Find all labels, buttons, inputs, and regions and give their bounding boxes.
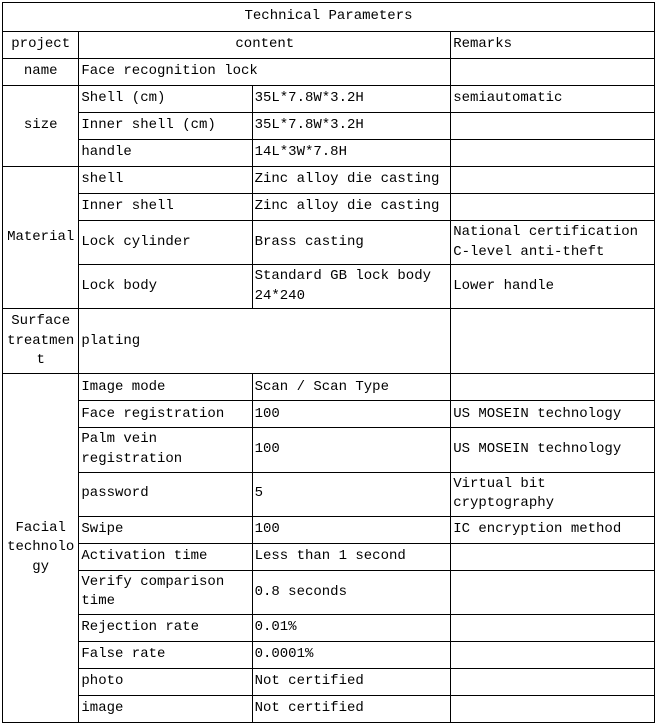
cell: 35L*7.8W*3.2H — [252, 113, 451, 140]
cell: password — [79, 472, 252, 516]
cell: image — [79, 695, 252, 722]
table-row: Surface treatment plating — [3, 309, 655, 374]
cell: Activation time — [79, 543, 252, 570]
cell: shell — [79, 167, 252, 194]
cell: Shell (cm) — [79, 86, 252, 113]
table-header-row: project content Remarks — [3, 32, 655, 59]
section-label-facial: Facial technology — [3, 374, 79, 723]
cell — [451, 140, 655, 167]
table-row: Inner shell Zinc alloy die casting — [3, 194, 655, 221]
cell: photo — [79, 668, 252, 695]
cell: Image mode — [79, 374, 252, 401]
cell: Scan / Scan Type — [252, 374, 451, 401]
section-label-material: Material — [3, 167, 79, 309]
cell: National certification C-level anti-thef… — [451, 221, 655, 265]
cell: Face recognition lock — [79, 59, 451, 86]
cell — [451, 695, 655, 722]
cell: plating — [79, 309, 451, 374]
cell: Swipe — [79, 516, 252, 543]
cell: Inner shell — [79, 194, 252, 221]
cell: IC encryption method — [451, 516, 655, 543]
cell: Standard GB lock body 24*240 — [252, 265, 451, 309]
table-row: Face registration 100 US MOSEIN technolo… — [3, 401, 655, 428]
table-title: Technical Parameters — [3, 3, 655, 32]
cell: Less than 1 second — [252, 543, 451, 570]
cell: 0.8 seconds — [252, 570, 451, 614]
cell: 5 — [252, 472, 451, 516]
cell: 0.01% — [252, 614, 451, 641]
cell — [451, 194, 655, 221]
cell: Verify comparison time — [79, 570, 252, 614]
cell: Face registration — [79, 401, 252, 428]
table-row: name Face recognition lock — [3, 59, 655, 86]
cell — [451, 641, 655, 668]
cell: Palm vein registration — [79, 428, 252, 472]
cell: 100 — [252, 401, 451, 428]
cell: Rejection rate — [79, 614, 252, 641]
header-remarks: Remarks — [451, 32, 655, 59]
table-row: Rejection rate 0.01% — [3, 614, 655, 641]
cell — [451, 374, 655, 401]
table-row: Material shell Zinc alloy die casting — [3, 167, 655, 194]
table-row: size Shell (cm) 35L*7.8W*3.2H semiautoma… — [3, 86, 655, 113]
cell: 100 — [252, 516, 451, 543]
cell — [451, 570, 655, 614]
section-label-surface: Surface treatment — [3, 309, 79, 374]
cell: Virtual bit cryptography — [451, 472, 655, 516]
cell: semiautomatic — [451, 86, 655, 113]
technical-parameters-table: Technical Parameters project content Rem… — [2, 2, 655, 723]
cell: False rate — [79, 641, 252, 668]
cell: Inner shell (cm) — [79, 113, 252, 140]
table-row: Verify comparison time 0.8 seconds — [3, 570, 655, 614]
section-label-size: size — [3, 86, 79, 167]
cell: 100 — [252, 428, 451, 472]
cell: 0.0001% — [252, 641, 451, 668]
cell: 35L*7.8W*3.2H — [252, 86, 451, 113]
table-title-row: Technical Parameters — [3, 3, 655, 32]
table-row: image Not certified — [3, 695, 655, 722]
cell: handle — [79, 140, 252, 167]
cell: Lock cylinder — [79, 221, 252, 265]
cell — [451, 167, 655, 194]
table-row: Inner shell (cm) 35L*7.8W*3.2H — [3, 113, 655, 140]
table-row: Lock body Standard GB lock body 24*240 L… — [3, 265, 655, 309]
table-row: Facial technology Image mode Scan / Scan… — [3, 374, 655, 401]
cell — [451, 113, 655, 140]
cell: Not certified — [252, 695, 451, 722]
section-label-name: name — [3, 59, 79, 86]
cell: Not certified — [252, 668, 451, 695]
table-row: Activation time Less than 1 second — [3, 543, 655, 570]
cell — [451, 543, 655, 570]
cell: Lower handle — [451, 265, 655, 309]
cell: Lock body — [79, 265, 252, 309]
cell — [451, 614, 655, 641]
table-row: Lock cylinder Brass casting National cer… — [3, 221, 655, 265]
table-row: Swipe 100 IC encryption method — [3, 516, 655, 543]
cell: Zinc alloy die casting — [252, 167, 451, 194]
cell: 14L*3W*7.8H — [252, 140, 451, 167]
table-row: photo Not certified — [3, 668, 655, 695]
header-project: project — [3, 32, 79, 59]
cell: Zinc alloy die casting — [252, 194, 451, 221]
table-row: handle 14L*3W*7.8H — [3, 140, 655, 167]
table-row: False rate 0.0001% — [3, 641, 655, 668]
cell — [451, 668, 655, 695]
cell: US MOSEIN technology — [451, 401, 655, 428]
cell: Brass casting — [252, 221, 451, 265]
cell: US MOSEIN technology — [451, 428, 655, 472]
table-row: Palm vein registration 100 US MOSEIN tec… — [3, 428, 655, 472]
cell — [451, 59, 655, 86]
header-content: content — [79, 32, 451, 59]
table-row: password 5 Virtual bit cryptography — [3, 472, 655, 516]
cell — [451, 309, 655, 374]
